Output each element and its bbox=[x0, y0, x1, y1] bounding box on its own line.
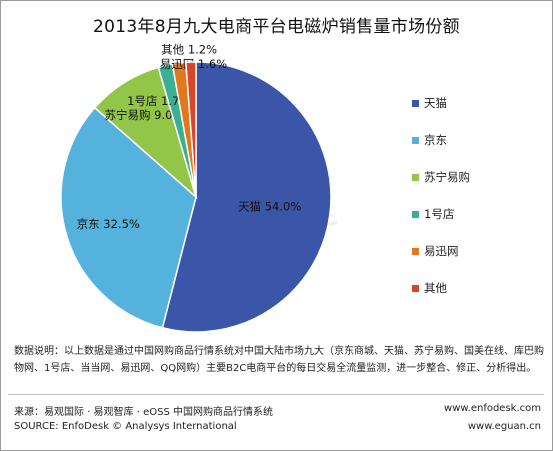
legend-label: 易迅网 bbox=[424, 244, 459, 258]
chart-title: 2013年8月九大电商平台电磁炉销售量市场份额 bbox=[93, 17, 460, 37]
data-label-4: 1号店 1.7% bbox=[127, 94, 190, 108]
legend-item-4: 1号店 bbox=[412, 206, 542, 222]
data-note: 数据说明：以上数据是通过中国网购商品行情系统对中国大陆市场九大（京东商城、天猫、… bbox=[14, 346, 544, 374]
legend-item-2: 京东 bbox=[412, 132, 542, 148]
legend-swatch bbox=[412, 173, 419, 181]
legend-swatch bbox=[412, 136, 419, 144]
data-label-1: 天猫 54.0% bbox=[238, 199, 301, 213]
pie-slice-6 bbox=[185, 61, 197, 198]
legend-swatch bbox=[412, 247, 419, 255]
data-label-2: 京东 32.5% bbox=[77, 217, 140, 231]
data-label-3: 苏宁易购 9.0% bbox=[104, 108, 183, 122]
url-eguan[interactable]: www.eguan.cn bbox=[467, 421, 541, 432]
legend-label: 京东 bbox=[424, 133, 447, 147]
legend-item-6: 其他 bbox=[412, 280, 542, 296]
pie-slice-2 bbox=[60, 106, 197, 329]
footer-divider bbox=[8, 394, 544, 395]
legend-item-5: 易迅网 bbox=[412, 243, 542, 259]
legend-label: 苏宁易购 bbox=[424, 170, 470, 184]
legend-swatch bbox=[412, 210, 419, 218]
pie-slice-1 bbox=[161, 61, 332, 333]
data-label-6: 其他 1.2% bbox=[161, 42, 217, 56]
source-cn: 来源：易观国际 · 易观智库 · eOSS 中国网购商品行情系统 bbox=[14, 407, 273, 418]
legend-item-3: 苏宁易购 bbox=[412, 169, 542, 185]
source-en: SOURCE: EnfoDesk © Analysys Internationa… bbox=[14, 421, 237, 432]
legend-swatch bbox=[412, 99, 419, 107]
legend-swatch bbox=[412, 284, 419, 292]
legend-label: 1号店 bbox=[424, 207, 455, 221]
legend-label: 其他 bbox=[424, 281, 447, 295]
chart-legend: 天猫京东苏宁易购 1号店易迅网其他 bbox=[412, 95, 542, 317]
legend-item-1: 天猫 bbox=[412, 95, 542, 111]
url-enfodesk[interactable]: www.enfodesk.com bbox=[444, 403, 541, 414]
legend-label: 天猫 bbox=[424, 96, 447, 110]
